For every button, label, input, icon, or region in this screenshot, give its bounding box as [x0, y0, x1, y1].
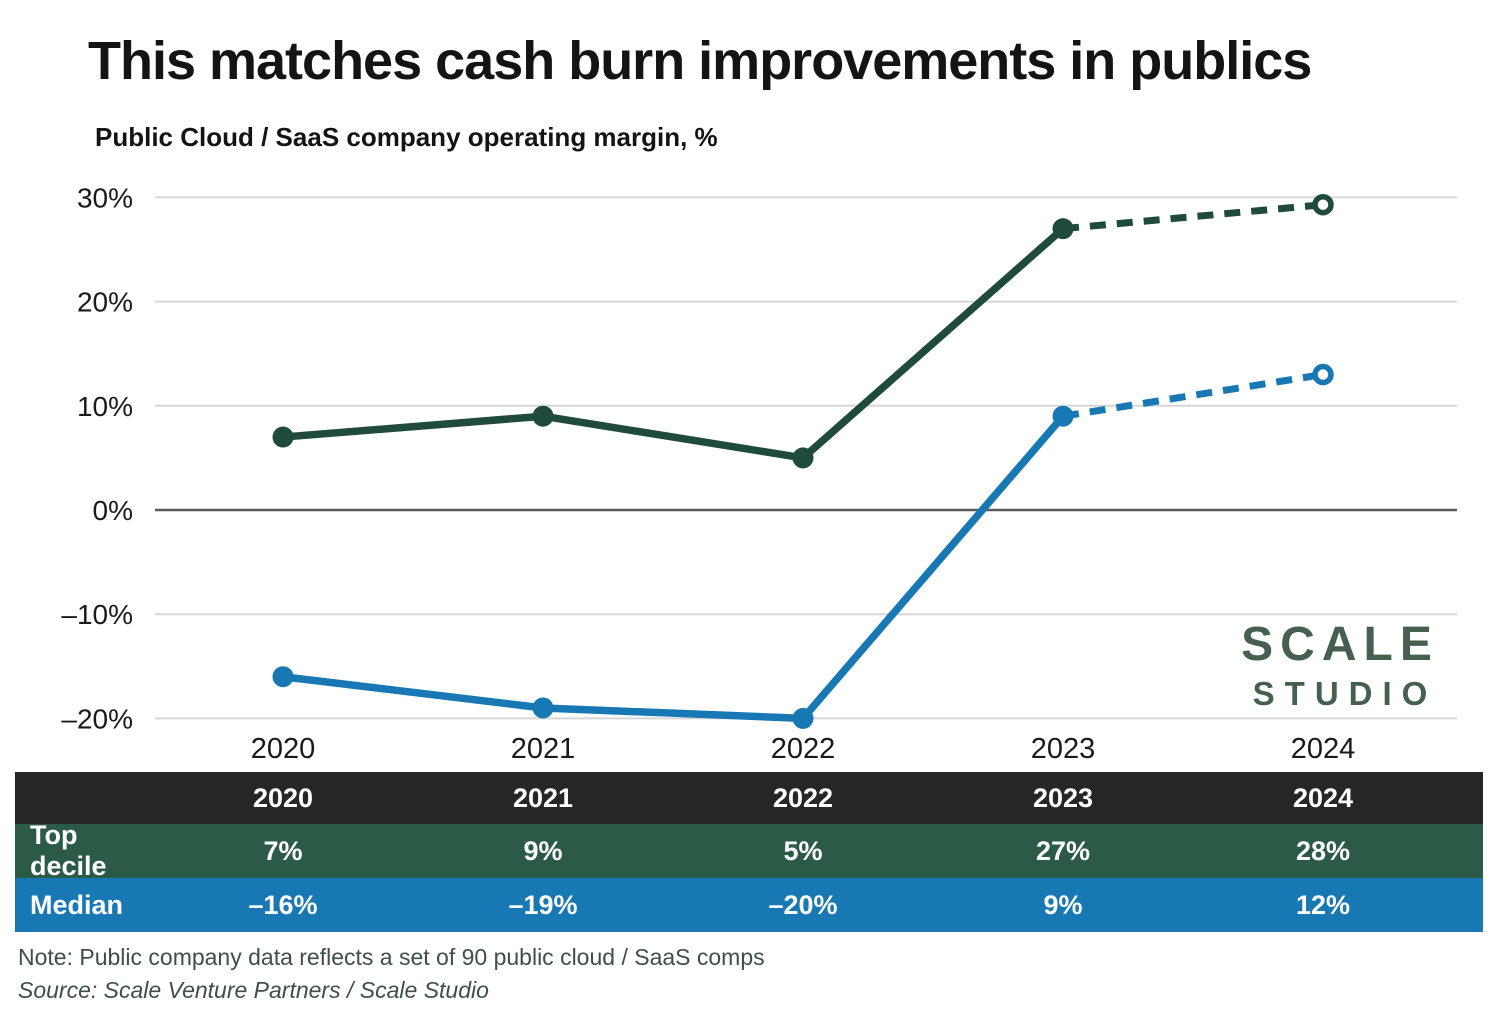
data-point-open-top-decile — [1312, 193, 1334, 216]
page-title: This matches cash burn improvements in p… — [88, 31, 1312, 91]
x-tick-label: 2021 — [511, 733, 576, 765]
data-point-median — [532, 697, 554, 719]
table-cell-top-decile: 5% — [673, 824, 933, 878]
data-point-top-decile — [1052, 218, 1074, 240]
logo-text-scale: SCALE — [1241, 618, 1439, 671]
table-header-year: 2024 — [1193, 772, 1453, 824]
table-header-year: 2021 — [413, 772, 673, 824]
data-table: 2020 2021 2022 2023 2024 Top decile 7% 9… — [15, 772, 1483, 932]
data-point-top-decile — [272, 426, 294, 448]
table-cell-median: –16% — [153, 878, 413, 932]
source-line: Source: Scale Venture Partners / Scale S… — [18, 977, 489, 1003]
table-row-label-median: Median — [15, 878, 153, 932]
table-filler — [1453, 878, 1483, 932]
table-filler — [1453, 824, 1483, 878]
series-dashed-projection-median — [1062, 371, 1324, 420]
x-tick-label: 2020 — [251, 733, 316, 765]
chart-subtitle: Public Cloud / SaaS company operating ma… — [95, 122, 718, 152]
data-point-median — [272, 666, 294, 688]
table-header-year: 2023 — [933, 772, 1193, 824]
data-point-median — [792, 707, 814, 729]
data-point-median — [1052, 405, 1074, 427]
data-point-open-median — [1312, 363, 1334, 386]
data-point-top-decile — [532, 405, 554, 427]
logo-text-studio: STUDIO — [1252, 675, 1438, 712]
table-cell-top-decile: 7% — [153, 824, 413, 878]
table-cell-median: 12% — [1193, 878, 1453, 932]
table-header-corner — [15, 772, 153, 824]
footnote: Note: Public company data reflects a set… — [18, 944, 765, 970]
table-cell-median: 9% — [933, 878, 1193, 932]
x-tick-label: 2024 — [1291, 733, 1356, 765]
table-header-filler — [1453, 772, 1483, 824]
y-tick-label: –10% — [61, 599, 133, 630]
table-cell-top-decile: 27% — [933, 824, 1193, 878]
line-chart: 30% 20% 10% 0% –10% –20% 2020 2021 2022 2023 2024 — [61, 182, 1457, 765]
table-cell-top-decile: 9% — [413, 824, 673, 878]
y-tick-label: –20% — [61, 703, 133, 734]
scale-studio-logo: SCALE STUDIO — [1200, 618, 1480, 712]
table-header-year: 2020 — [153, 772, 413, 824]
data-point-top-decile — [792, 447, 814, 469]
series-line-top-decile — [279, 224, 1067, 462]
y-tick-label: 10% — [77, 391, 133, 422]
y-tick-label: 20% — [77, 287, 133, 318]
table-cell-top-decile: 28% — [1193, 824, 1453, 878]
table-cell-median: –19% — [413, 878, 673, 932]
x-tick-label: 2022 — [771, 733, 836, 765]
x-tick-label: 2023 — [1031, 733, 1096, 765]
series-dashed-projection-top-decile — [1062, 201, 1324, 233]
table-row-label-top-decile: Top decile — [15, 820, 153, 881]
table-header-year: 2022 — [673, 772, 933, 824]
y-tick-label: 0% — [93, 495, 133, 526]
y-tick-label: 30% — [77, 182, 133, 213]
series-line-median — [279, 412, 1067, 723]
table-cell-median: –20% — [673, 878, 933, 932]
